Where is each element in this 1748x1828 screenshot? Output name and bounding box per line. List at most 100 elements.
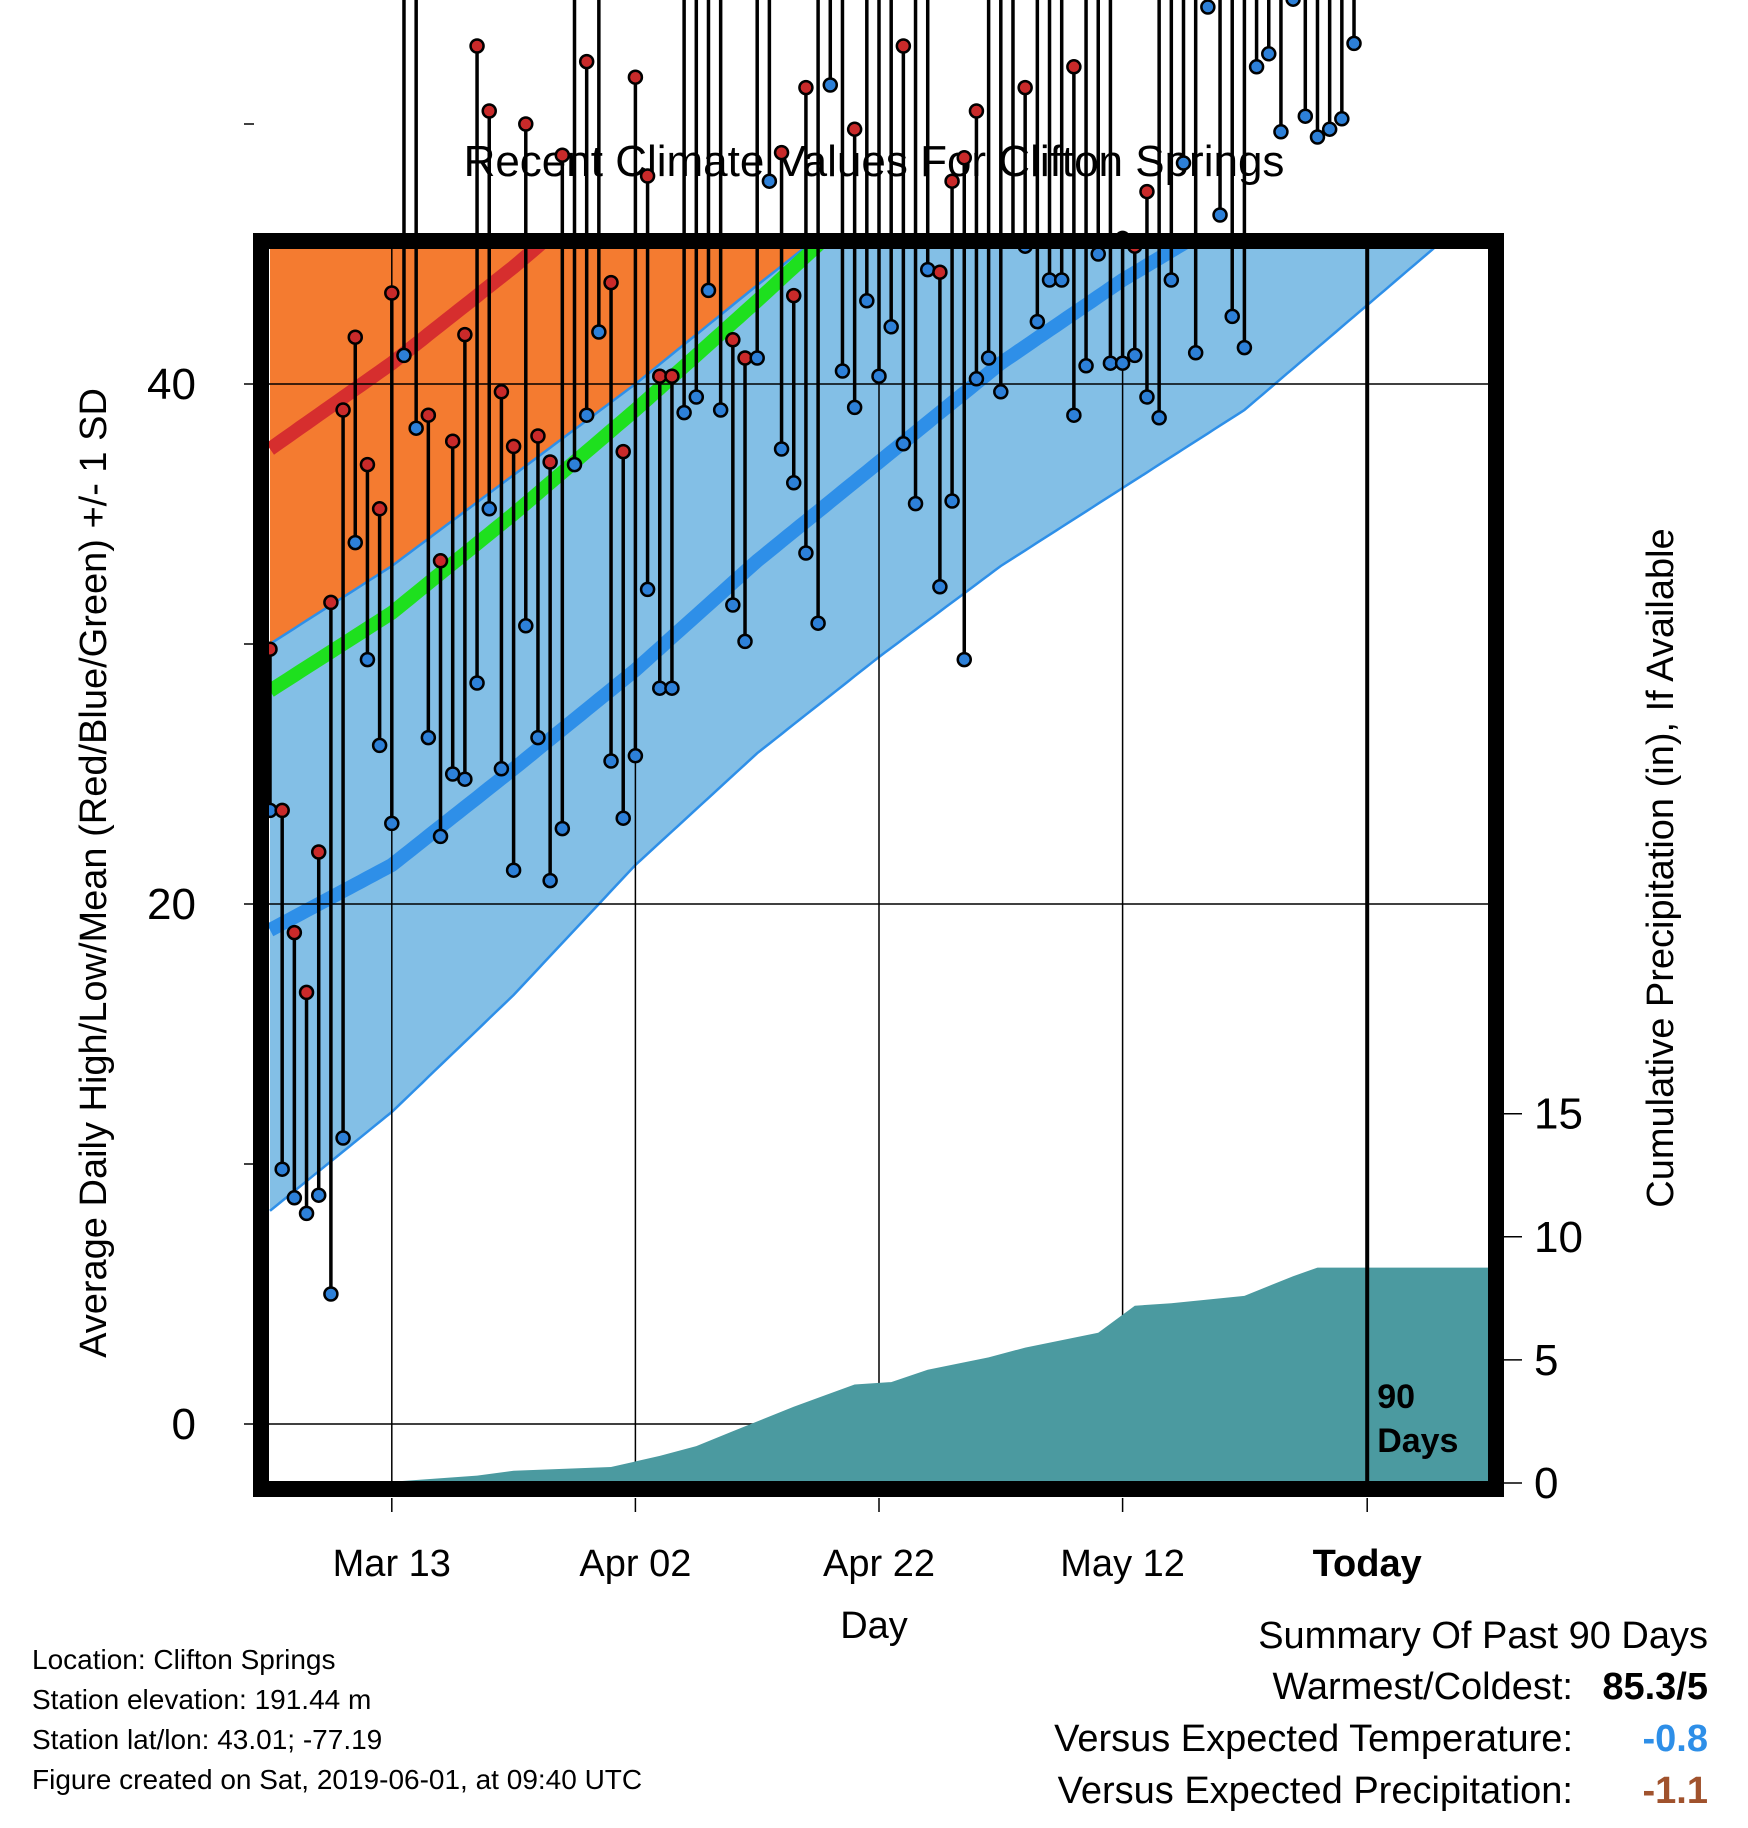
low-point <box>542 872 558 889</box>
low-point <box>1200 0 1216 15</box>
low-point <box>725 597 741 613</box>
info-elevation: Station elevation: 191.44 m <box>32 1684 372 1715</box>
low-point <box>932 579 948 595</box>
summary-label: Warmest/Coldest: <box>1272 1666 1573 1708</box>
low-point <box>1066 407 1082 423</box>
summary-value: 85.3/5 <box>1602 1666 1708 1708</box>
high-point <box>323 594 339 611</box>
low-point <box>712 402 729 418</box>
high-point <box>578 53 595 70</box>
low-point <box>688 389 705 405</box>
low-point <box>761 173 778 189</box>
high-point <box>554 147 571 163</box>
low-point <box>1224 308 1240 325</box>
low-point <box>481 501 497 517</box>
high-point <box>505 438 522 455</box>
y-axis-label: Average Daily High/Low/Mean (Red/Blue/Gr… <box>73 388 115 1358</box>
x-tick-label: Apr 02 <box>579 1543 691 1585</box>
high-point <box>384 285 400 301</box>
y2-tick-label: 10 <box>1534 1213 1583 1262</box>
low-point <box>274 1161 290 1177</box>
low-point <box>822 77 839 93</box>
y-tick-label: 0 <box>172 1400 196 1449</box>
low-point <box>798 545 814 561</box>
low-point <box>1114 355 1131 371</box>
today-marker: 90 Days <box>1365 247 1458 1483</box>
low-point <box>627 748 644 764</box>
low-point <box>1285 0 1301 7</box>
low-point <box>773 441 790 457</box>
low-point <box>298 1205 315 1222</box>
high-point <box>457 326 473 343</box>
low-point <box>518 618 534 634</box>
high-point <box>798 79 814 96</box>
low-point <box>664 680 680 696</box>
low-point <box>1321 121 1338 137</box>
high-point <box>785 287 802 304</box>
low-point <box>408 420 424 436</box>
y2-tick-label: 15 <box>1534 1090 1583 1139</box>
high-point <box>773 144 790 161</box>
low-point <box>1163 272 1180 288</box>
high-point <box>846 121 863 137</box>
high-point <box>371 501 388 517</box>
high-point <box>481 103 497 119</box>
low-point <box>1334 111 1350 127</box>
high-point <box>444 433 461 449</box>
low-point <box>1236 339 1253 356</box>
low-point <box>457 771 473 787</box>
info-created: Figure created on Sat, 2019-06-01, at 09… <box>32 1764 643 1795</box>
high-point <box>956 150 973 166</box>
high-point <box>725 332 741 348</box>
high-point <box>286 924 303 941</box>
low-point <box>810 615 826 631</box>
high-point <box>664 368 680 384</box>
high-point <box>420 407 437 423</box>
low-point <box>1309 129 1326 145</box>
low-point <box>396 347 412 364</box>
low-point <box>493 761 510 777</box>
low-point <box>384 815 400 832</box>
high-point <box>347 329 364 345</box>
y-tick-label: 40 <box>147 360 196 409</box>
low-point <box>1078 358 1094 374</box>
low-point <box>1139 389 1155 405</box>
low-point <box>639 581 656 598</box>
station-info: Location: Clifton Springs Station elevat… <box>32 1640 642 1800</box>
low-point <box>1053 272 1070 288</box>
low-point <box>700 282 717 299</box>
low-upper-line <box>269 247 808 646</box>
low-point <box>591 324 607 340</box>
summary-value: -0.8 <box>1642 1718 1708 1760</box>
info-location: Location: Clifton Springs <box>32 1644 336 1675</box>
low-point <box>432 828 449 845</box>
low-point <box>1273 124 1289 140</box>
today-days-word: Days <box>1377 1422 1458 1460</box>
low-point <box>993 384 1009 400</box>
precip-area-shape <box>270 1267 1490 1483</box>
low-point <box>1248 59 1265 75</box>
x-tick-label: May 12 <box>1060 1543 1185 1585</box>
plot-frame <box>253 233 1504 1497</box>
low-point <box>907 495 924 512</box>
mean-normal-line <box>267 247 827 697</box>
low-point <box>1090 246 1106 262</box>
low-point <box>968 371 985 387</box>
low-point <box>1029 313 1046 330</box>
low-point <box>554 820 571 837</box>
low-point <box>615 810 631 826</box>
low-point <box>310 1187 327 1203</box>
low-point <box>980 350 997 366</box>
low-point <box>1261 46 1277 62</box>
info-latlon: Station lat/lon: 43.01; -77.19 <box>32 1724 383 1755</box>
plot-border <box>253 233 1504 1497</box>
y2-axis-label: Cumulative Precipitation (in), If Availa… <box>1640 528 1682 1207</box>
low-point <box>371 737 388 754</box>
x-tick-label: Mar 13 <box>333 1543 451 1585</box>
high-point <box>493 384 510 400</box>
high-point <box>627 69 644 85</box>
high-point <box>615 443 631 460</box>
high-point <box>932 264 948 280</box>
high-point <box>968 103 985 119</box>
